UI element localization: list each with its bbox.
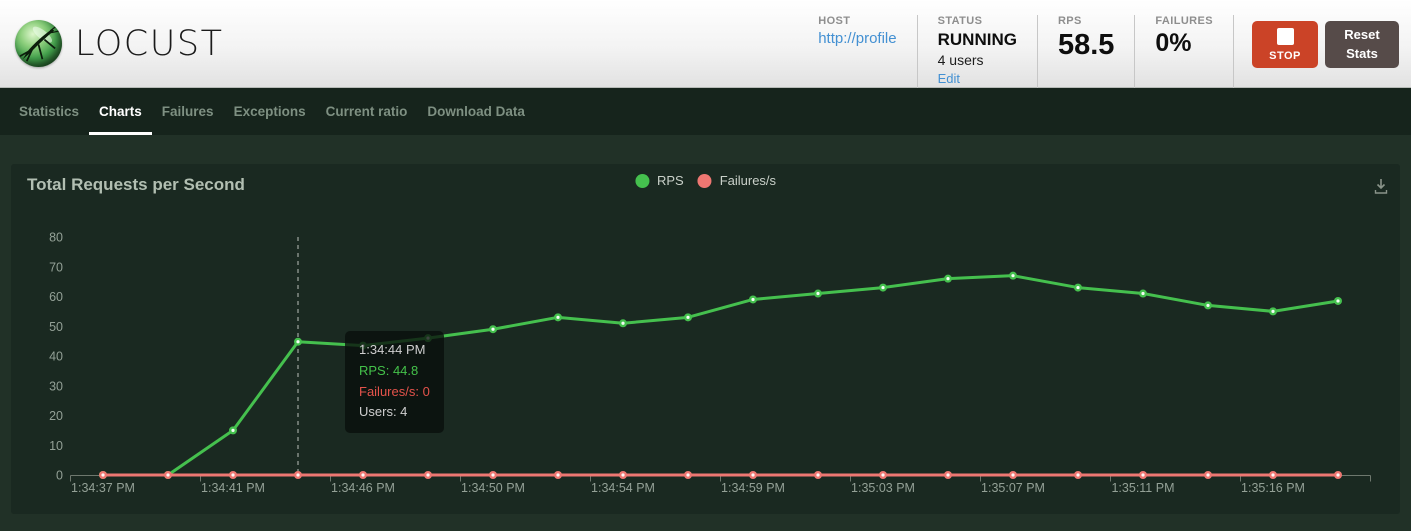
svg-text:10: 10 (49, 439, 63, 453)
tab-failures[interactable]: Failures (161, 104, 214, 119)
header: LOCUST HOST http://profile STATUS RUNNIN… (0, 0, 1411, 88)
host-group: HOST http://profile (798, 15, 916, 88)
chart-legend: RPS Failures/s (634, 173, 777, 188)
download-icon[interactable] (1371, 176, 1391, 196)
status-users: 4 users (937, 52, 984, 68)
svg-text:1:35:16 PM: 1:35:16 PM (1241, 481, 1305, 495)
svg-text:1:34:59 PM: 1:34:59 PM (721, 481, 785, 495)
reset-stats-button[interactable]: Reset Stats (1325, 21, 1399, 68)
svg-text:60: 60 (49, 290, 63, 304)
chart-canvas[interactable]: 0 10 20 30 40 50 60 70 80 1:34:37 PM 1:34:41 PM 1:3… (11, 164, 1400, 514)
status-group: STATUS RUNNING 4 users Edit (916, 15, 1037, 88)
stop-square-icon (1276, 27, 1294, 45)
svg-text:1:34:54 PM: 1:34:54 PM (591, 481, 655, 495)
svg-text:0: 0 (56, 469, 63, 483)
logo-area: LOCUST (0, 0, 223, 87)
svg-text:1:34:41 PM: 1:34:41 PM (201, 481, 265, 495)
stop-button[interactable]: STOP (1252, 21, 1318, 68)
failures-label: FAILURES (1155, 15, 1213, 27)
tab-charts[interactable]: Charts (89, 88, 152, 135)
svg-text:1:35:07 PM: 1:35:07 PM (981, 481, 1045, 495)
legend-item-failures-s[interactable]: Failures/s (697, 173, 777, 188)
svg-text:1:34:37 PM: 1:34:37 PM (71, 481, 135, 495)
rps-label: RPS (1057, 15, 1082, 27)
rps-value: 58.5 (1057, 29, 1115, 61)
status-label: STATUS (937, 15, 983, 27)
tab-current-ratio[interactable]: Current ratio (325, 104, 408, 119)
host-label: HOST (818, 15, 851, 27)
app-title: LOCUST (75, 23, 224, 64)
legend-dot-icon (697, 173, 712, 188)
nav-tabs: Statistics Charts Failures Exceptions Curren… (0, 88, 1411, 135)
failures-group: FAILURES 0% (1134, 15, 1234, 88)
chart-title: Total Requests per Second (27, 175, 245, 194)
svg-text:40: 40 (49, 350, 63, 364)
svg-text:1:35:11 PM: 1:35:11 PM (1111, 481, 1174, 495)
failures-value: 0% (1155, 29, 1192, 57)
stop-button-label: STOP (1269, 49, 1301, 62)
header-stats: HOST http://profile STATUS RUNNING 4 use… (798, 15, 1234, 88)
locust-logo-icon (15, 20, 62, 67)
tab-exceptions[interactable]: Exceptions (233, 104, 306, 119)
legend-label: RPS (656, 173, 684, 188)
tab-download-data[interactable]: Download Data (427, 104, 525, 119)
legend-label: Failures/s (719, 173, 777, 188)
legend-dot-icon (634, 173, 649, 188)
rps-group: RPS 58.5 (1036, 15, 1134, 88)
edit-link[interactable]: Edit (937, 71, 961, 86)
svg-text:80: 80 (49, 231, 63, 245)
status-value: RUNNING (937, 30, 1017, 49)
svg-text:70: 70 (49, 260, 63, 274)
svg-text:1:35:03 PM: 1:35:03 PM (851, 481, 915, 495)
svg-text:1:34:46 PM: 1:34:46 PM (331, 481, 395, 495)
host-link[interactable]: http://profile (818, 30, 897, 47)
header-buttons: STOP Reset Stats (1252, 21, 1399, 68)
legend-item-rps[interactable]: RPS (634, 173, 684, 188)
chart-panel: Total Requests per Second RPS Failures/s … (11, 164, 1400, 514)
svg-text:50: 50 (49, 320, 63, 334)
svg-text:1:34:50 PM: 1:34:50 PM (461, 481, 525, 495)
tab-statistics[interactable]: Statistics (19, 104, 80, 119)
svg-text:20: 20 (49, 409, 63, 423)
svg-text:30: 30 (49, 379, 63, 393)
